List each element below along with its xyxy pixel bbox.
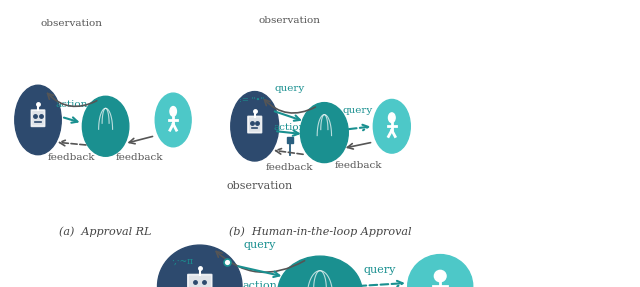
Text: feedback: feedback — [266, 162, 314, 172]
Circle shape — [170, 106, 177, 116]
Text: query: query — [275, 84, 305, 93]
Circle shape — [435, 270, 446, 282]
Text: action: action — [273, 123, 306, 132]
Text: observation: observation — [41, 20, 103, 28]
Circle shape — [373, 100, 410, 153]
Text: query: query — [364, 265, 396, 275]
Text: feedback: feedback — [116, 153, 163, 162]
Text: := "•": := "•" — [239, 96, 265, 104]
Text: query: query — [343, 106, 373, 115]
FancyBboxPatch shape — [188, 275, 212, 287]
Ellipse shape — [300, 102, 348, 162]
Circle shape — [156, 93, 191, 147]
FancyBboxPatch shape — [31, 110, 45, 126]
FancyBboxPatch shape — [248, 117, 262, 133]
Text: action: action — [56, 100, 88, 109]
Text: query: query — [244, 240, 276, 250]
Text: (a)  Approval RL: (a) Approval RL — [60, 226, 152, 237]
Text: observation: observation — [259, 16, 321, 25]
Ellipse shape — [278, 256, 362, 287]
Text: feedback: feedback — [48, 153, 95, 162]
Circle shape — [15, 85, 61, 155]
Circle shape — [408, 255, 473, 287]
Circle shape — [157, 245, 242, 287]
Text: ·,·~π: ·,·~π — [171, 257, 193, 266]
Circle shape — [388, 113, 395, 123]
Text: (b)  Human-in-the-loop Approval: (b) Human-in-the-loop Approval — [228, 226, 412, 237]
Text: feedback: feedback — [334, 161, 382, 170]
Circle shape — [231, 92, 278, 161]
Text: observation: observation — [227, 181, 293, 191]
Ellipse shape — [83, 96, 129, 156]
Text: action: action — [243, 281, 277, 287]
